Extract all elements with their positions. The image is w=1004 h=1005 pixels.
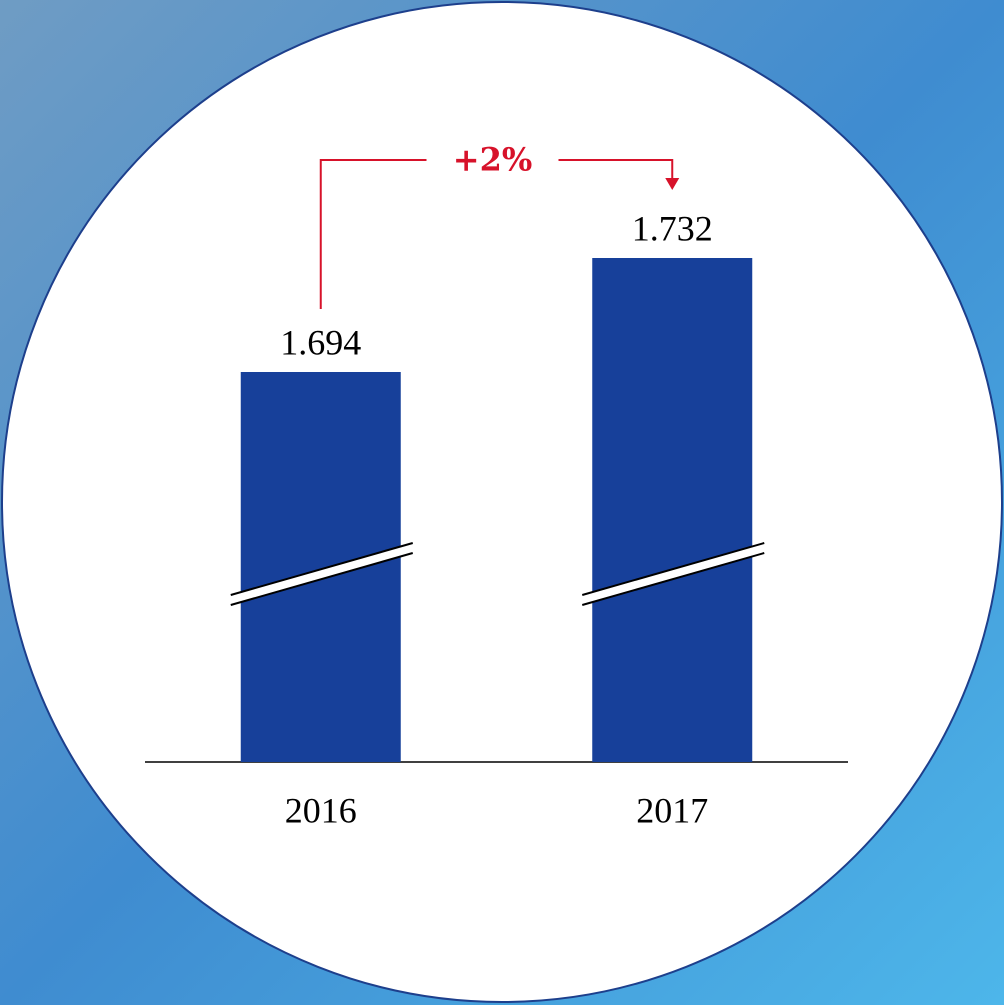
value-label: 1.694 — [280, 322, 361, 362]
chart: 2016 1.694 2017 1.732 +2% — [0, 0, 1004, 1005]
page: 20161.69420171.732+2% (() => { const dat… — [0, 0, 1004, 1005]
value-label: 1.732 — [632, 208, 713, 248]
bar — [592, 258, 752, 762]
x-tick-label: 2016 — [285, 790, 357, 830]
x-tick-label: 2017 — [636, 790, 708, 830]
bar — [241, 372, 401, 762]
change-annotation: +2% — [453, 141, 532, 179]
